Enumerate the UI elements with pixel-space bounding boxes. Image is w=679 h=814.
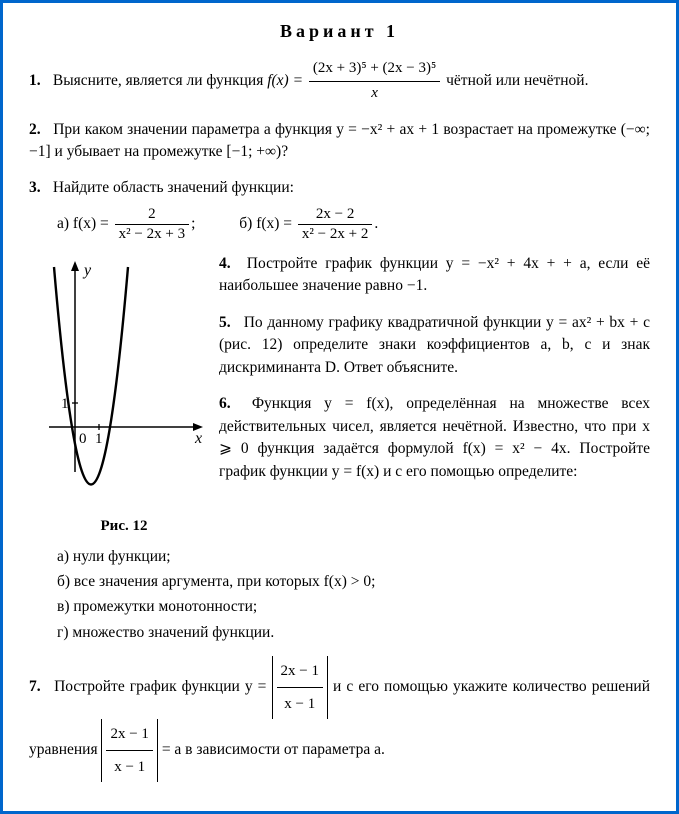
problem-number: 2. — [29, 119, 49, 141]
problem-number: 1. — [29, 70, 49, 92]
part-b: б) f(x) = 2x − 2 x² − 2x + 2 . — [239, 206, 378, 243]
part-label: б) f(x) = — [239, 215, 296, 232]
problem-number: 6. — [219, 393, 239, 415]
graph-column: y x 0 1 1 Рис. 12 — [29, 253, 219, 535]
problem-text: Выясните, является ли функция — [53, 72, 267, 89]
problem-6: 6. Функция y = f(x), определённая на мно… — [219, 393, 650, 483]
sub-d: г) множество значений функции. — [57, 621, 650, 644]
fraction: 2x − 2 x² − 2x + 2 — [298, 206, 372, 243]
tail: ; — [191, 215, 195, 232]
fraction: 2x − 1 x − 1 — [106, 719, 152, 782]
problem-3-parts: а) f(x) = 2 x² − 2x + 3 ; б) f(x) = 2x −… — [57, 206, 650, 243]
problem-5: 5. По данному графику квадратичной функц… — [219, 312, 650, 379]
page-title: Вариант 1 — [29, 21, 650, 42]
denominator: x − 1 — [277, 688, 323, 719]
tail: . — [374, 215, 378, 232]
numerator: 2x − 1 — [106, 719, 152, 751]
problem-2: 2. При каком значении параметра a функци… — [29, 119, 650, 164]
sub-a: а) нули функции; — [57, 545, 650, 568]
parabola-graph: y x 0 1 1 — [29, 257, 209, 507]
problem-number: 5. — [219, 312, 239, 334]
axis-y-label: y — [82, 262, 92, 279]
numerator: 2x − 2 — [298, 206, 372, 225]
problem-3: 3. Найдите область значений функции: — [29, 177, 650, 199]
problem-text: = a в зависимости от параметра a. — [162, 741, 385, 758]
problem-number: 3. — [29, 177, 49, 199]
problem-text: Функция y = f(x), определённая на множес… — [219, 395, 650, 479]
problem-text: Постройте график функции y = −x² + 4x + … — [219, 255, 650, 294]
sub-b: б) все значения аргумента, при которых f… — [57, 570, 650, 593]
problem-4: 4. Постройте график функции y = −x² + 4x… — [219, 253, 650, 298]
denominator: x — [309, 82, 440, 105]
abs-value: 2x − 1 x − 1 — [101, 719, 157, 782]
part-label: а) f(x) = — [57, 215, 113, 232]
problem-text: Найдите область значений функции: — [53, 179, 294, 196]
worksheet-page: Вариант 1 1. Выясните, является ли функц… — [0, 0, 679, 814]
problem-text: При каком значении параметра a функция y… — [29, 121, 650, 160]
fraction: 2x − 1 x − 1 — [277, 656, 323, 719]
problems-beside-graph: 4. Постройте график функции y = −x² + 4x… — [219, 253, 650, 487]
problem-number: 7. — [29, 671, 49, 702]
denominator: x² − 2x + 2 — [298, 225, 372, 243]
denominator: x² − 2x + 3 — [115, 225, 189, 243]
problem-1: 1. Выясните, является ли функция f(x) = … — [29, 58, 650, 105]
problem-6-subitems: а) нули функции; б) все значения аргумен… — [57, 545, 650, 644]
fx-label: f(x) = — [267, 72, 307, 89]
parabola-curve — [54, 267, 128, 485]
problem-number: 4. — [219, 253, 239, 275]
fraction: (2x + 3)⁵ + (2x − 3)⁵ x — [309, 58, 440, 105]
figure-caption: Рис. 12 — [29, 518, 219, 535]
axis-x-label: x — [194, 430, 202, 447]
denominator: x − 1 — [106, 751, 152, 782]
tick-1: 1 — [95, 431, 103, 447]
part-a: а) f(x) = 2 x² − 2x + 3 ; — [57, 206, 195, 243]
numerator: 2 — [115, 206, 189, 225]
numerator: 2x − 1 — [277, 656, 323, 688]
sub-c: в) промежутки монотонности; — [57, 595, 650, 618]
numerator: (2x + 3)⁵ + (2x − 3)⁵ — [309, 58, 440, 82]
abs-value: 2x − 1 x − 1 — [272, 656, 328, 719]
problem-text: По данному графику квадратичной функции … — [219, 314, 650, 376]
problem-text: чётной или нечётной. — [446, 72, 588, 89]
tick-0: 0 — [79, 431, 87, 447]
fraction: 2 x² − 2x + 3 — [115, 206, 189, 243]
problem-7: 7. Постройте график функции y = 2x − 1 x… — [29, 656, 650, 782]
graph-and-problems: y x 0 1 1 Рис. 12 4. Постройте график фу… — [29, 253, 650, 535]
problem-text: Постройте график функции y = — [54, 678, 271, 695]
